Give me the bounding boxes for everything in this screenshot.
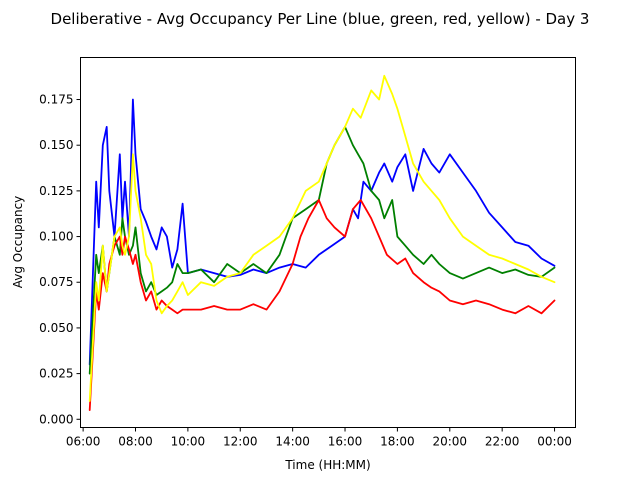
chart-title: Deliberative - Avg Occupancy Per Line (b… <box>51 10 590 28</box>
series-line-red <box>88 199 556 412</box>
x-tick-label: 12:00 <box>223 435 258 449</box>
x-tick-label: 22:00 <box>485 435 520 449</box>
y-tick-label: 0.125 <box>39 184 73 198</box>
x-tick-label: 14:00 <box>275 435 310 449</box>
y-tick-label: 0.075 <box>39 275 73 289</box>
x-tick-label: 10:00 <box>171 435 206 449</box>
y-tick-label: 0.000 <box>39 412 73 426</box>
y-tick-label: 0.150 <box>39 138 73 152</box>
y-axis-label: Avg Occupancy <box>11 196 25 289</box>
y-tick-label: 0.025 <box>39 367 73 381</box>
x-tick-label: 16:00 <box>328 435 363 449</box>
x-tick-label: 20:00 <box>432 435 467 449</box>
series-line-yellow <box>88 74 556 402</box>
series-line-blue <box>88 98 556 366</box>
y-tick-label: 0.100 <box>39 230 73 244</box>
x-tick-label: 08:00 <box>118 435 153 449</box>
x-tick-label: 00:00 <box>537 435 572 449</box>
y-tick-label: 0.175 <box>39 93 73 107</box>
x-axis: 06:00 08:00 10:00 12:00 14:00 16:00 18:00 20:00… <box>66 427 572 449</box>
x-axis-label: Time (HH:MM) <box>284 458 370 472</box>
plot-frame <box>80 57 576 428</box>
series-line-green <box>88 126 556 375</box>
x-tick-label: 18:00 <box>380 435 415 449</box>
y-axis: 0.000 0.025 0.050 0.075 0.100 0.125 0.150 0.175 <box>39 93 81 426</box>
series-layer <box>88 74 556 412</box>
x-tick-label: 06:00 <box>66 435 101 449</box>
y-tick-label: 0.050 <box>39 321 73 335</box>
